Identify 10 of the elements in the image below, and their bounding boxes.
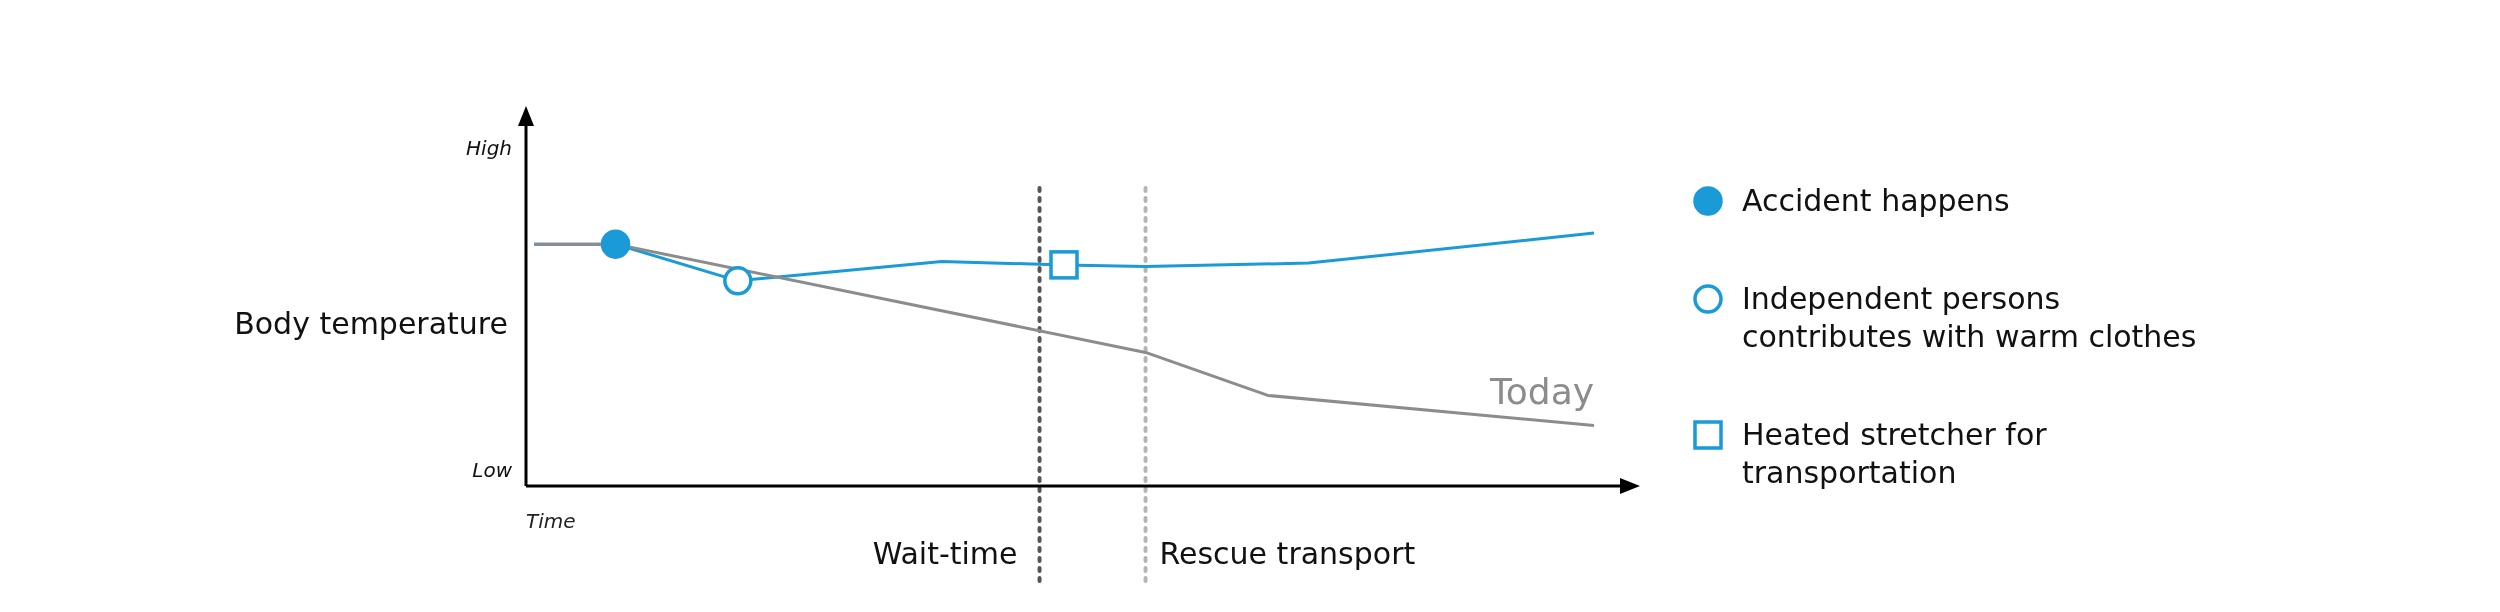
text: High xyxy=(466,136,512,160)
series-label: Today xyxy=(1488,370,1594,412)
text: Wait-time xyxy=(872,536,1018,571)
y-axis-title: Body temperature xyxy=(234,306,508,341)
text: Rescue transport xyxy=(1159,536,1416,571)
legend-label: Heated stretcher for transportation xyxy=(1742,417,2048,490)
text: Low xyxy=(472,458,513,482)
legend-label: Independent persons contributes with warm clothes xyxy=(1742,281,2197,354)
x-axis-title: Time xyxy=(526,509,576,533)
legend-label: Accident happens xyxy=(1742,183,2010,218)
